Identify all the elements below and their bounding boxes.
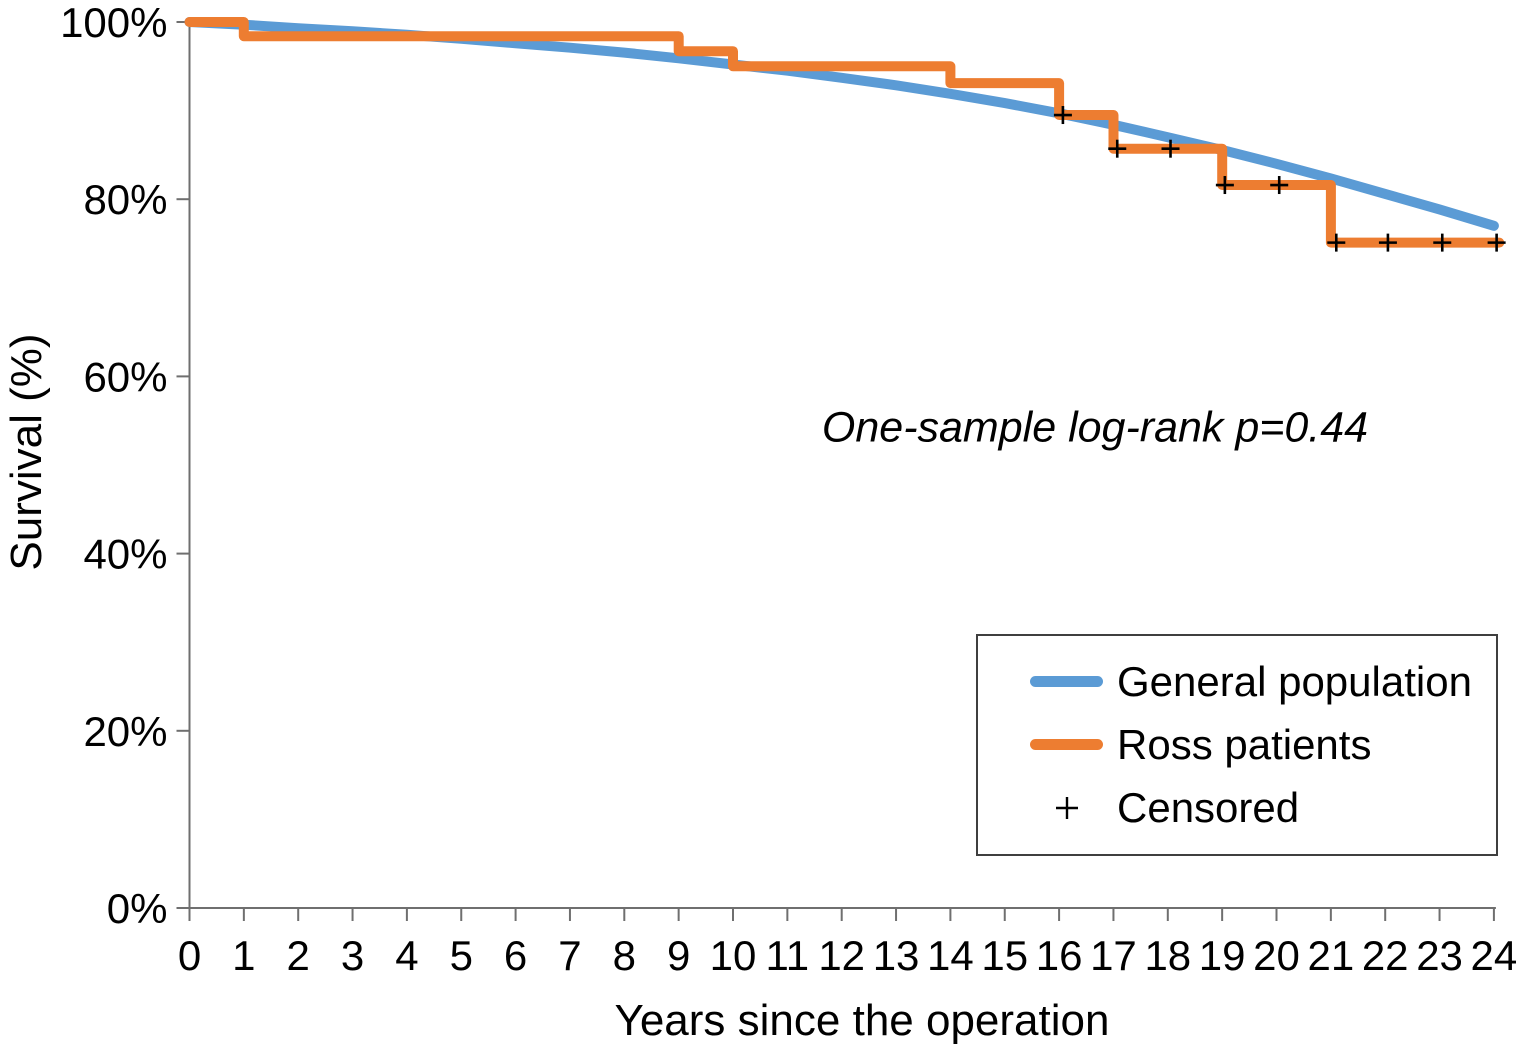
- legend-entry-general-population: General population: [978, 658, 1496, 706]
- x-tick-label: 7: [558, 932, 581, 979]
- x-tick-label: 5: [450, 932, 473, 979]
- x-tick-label: 9: [667, 932, 690, 979]
- x-tick-label: 2: [287, 932, 310, 979]
- y-tick-label: 60%: [83, 353, 167, 400]
- x-tick-label: 16: [1036, 932, 1083, 979]
- censored-plus-icon: [1055, 797, 1078, 820]
- y-tick-label: 100%: [60, 0, 167, 46]
- x-tick-label: 24: [1471, 932, 1518, 979]
- x-tick-label: 18: [1144, 932, 1191, 979]
- y-tick-label: 40%: [83, 531, 167, 578]
- y-tick-label: 0%: [107, 885, 168, 932]
- x-tick-label: 0: [178, 932, 201, 979]
- x-tick-label: 10: [710, 932, 757, 979]
- legend-swatch-cell: [1030, 795, 1103, 821]
- x-axis-title: Years since the operation: [614, 996, 1110, 1045]
- x-tick-label: 19: [1199, 932, 1246, 979]
- x-tick-label: 20: [1253, 932, 1300, 979]
- x-tick-label: 11: [766, 932, 810, 979]
- x-tick-label: 6: [504, 932, 527, 979]
- x-tick-label: 3: [341, 932, 364, 979]
- y-tick-label: 80%: [83, 176, 167, 223]
- general-population-curve: [184, 17, 1499, 231]
- x-tick-label: 13: [873, 932, 920, 979]
- general-population-line-swatch: [1030, 676, 1103, 688]
- legend-swatch-cell: [1030, 676, 1103, 688]
- legend-label-censored: Censored: [1117, 784, 1300, 832]
- x-tick-label: 4: [395, 932, 418, 979]
- log-rank-annotation: One-sample log-rank p=0.44: [821, 403, 1369, 452]
- legend-label-ross-patients: Ross patients: [1117, 720, 1372, 768]
- x-tick-label: 1: [232, 932, 255, 979]
- y-tick-label: 20%: [83, 708, 167, 755]
- x-tick-label: 22: [1362, 932, 1409, 979]
- ross-patients-line-swatch: [1030, 739, 1103, 751]
- legend-swatch-cell: [1030, 739, 1103, 751]
- legend-box: General population Ross patients Censore…: [976, 634, 1498, 856]
- x-tick-label: 12: [818, 932, 865, 979]
- x-tick-label: 21: [1307, 932, 1354, 979]
- y-axis-title: Survival (%): [2, 333, 51, 571]
- x-tick-label: 8: [613, 932, 636, 979]
- x-tick-label: 14: [927, 932, 974, 979]
- legend-entry-ross-patients: Ross patients: [978, 721, 1496, 769]
- x-tick-label: 17: [1090, 932, 1137, 979]
- legend-entry-censored: Censored: [978, 784, 1496, 832]
- legend-label-general-population: General population: [1117, 657, 1472, 705]
- x-tick-label: 23: [1416, 932, 1463, 979]
- x-tick-label: 15: [981, 932, 1028, 979]
- ross-patients-step-curve: [184, 17, 1505, 248]
